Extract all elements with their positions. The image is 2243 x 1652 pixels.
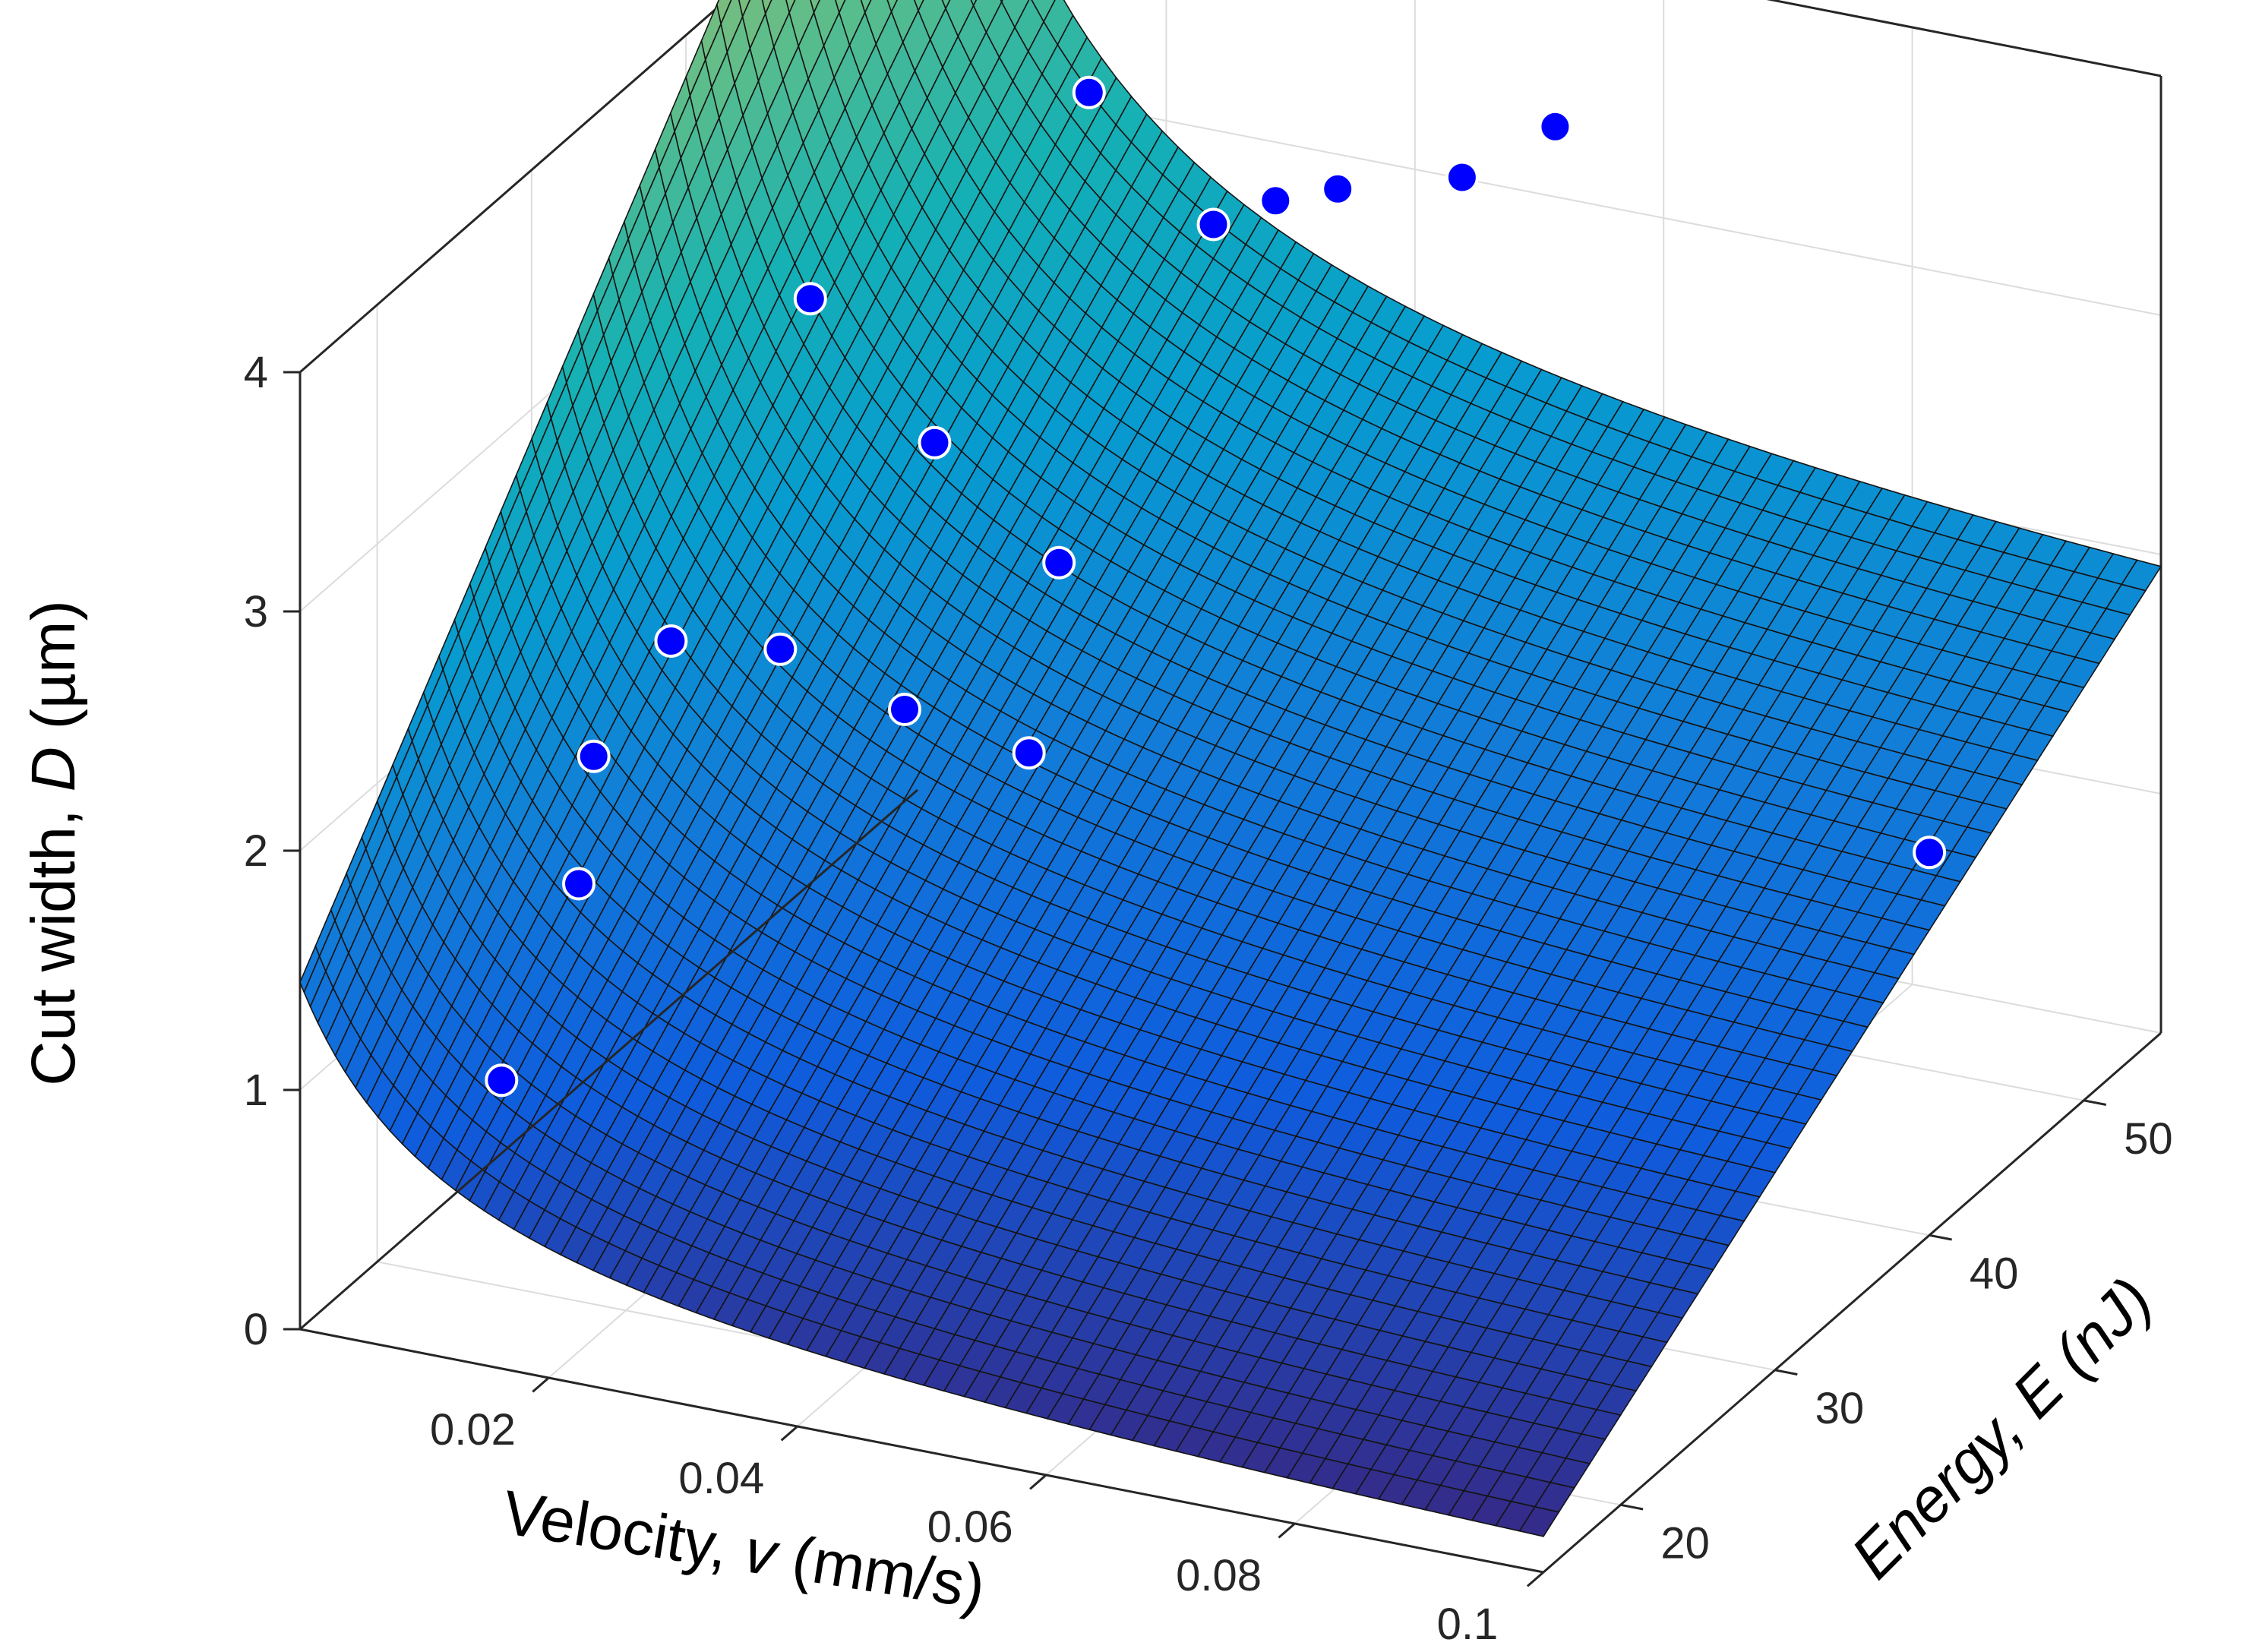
measured-point [1259,184,1293,218]
measured-point [888,693,921,726]
measured-point [1196,207,1230,242]
z-tick-label: 3 [244,587,268,636]
measured-point [793,282,827,316]
x-tick-mark [1278,1522,1296,1539]
y-tick-label: 40 [1970,1249,2019,1298]
x-tick-label: 0.06 [927,1502,1013,1552]
measured-point [1012,736,1046,770]
measured-points [485,75,1947,1098]
y-tick-mark [2083,1099,2107,1106]
measured-point [763,632,798,666]
y-tick-label: 50 [2124,1114,2173,1164]
measured-point [1042,545,1076,580]
box-edge [1543,1031,2162,1574]
z-tick-label: 0 [244,1305,268,1354]
measured-point [1072,75,1106,109]
box-edge [299,788,918,1331]
measured-point [562,867,596,901]
measured-point [1538,109,1572,144]
box-edge [299,1328,1544,1574]
x-tick-mark [1526,1571,1544,1587]
z-tick-label: 1 [244,1066,268,1115]
z-axis-label: Cut width, D (µm) [19,600,88,1086]
measured-point [485,1063,519,1098]
axis-box [299,788,2162,1574]
y-axis-label: Energy, E (nJ) [1838,1265,2166,1592]
measured-point [577,739,611,773]
x-tick-label: 0.08 [1176,1551,1262,1600]
surface-patch [1518,1505,1560,1537]
y-tick-mark [1620,1503,1644,1511]
z-tick-label: 2 [244,826,268,876]
x-tick-label: 0.1 [1437,1600,1499,1649]
y-tick-mark [1929,1233,1952,1241]
z-tick-label: 4 [244,348,268,397]
x-tick-mark [1029,1474,1047,1490]
axis-ticks: 0 1 2 3 4 0.02 0.04 0.06 0.08 0.1 20 30 40 50 [244,348,2173,1649]
box-edge [1766,0,2162,77]
x-tick-label: 0.02 [430,1405,516,1455]
measured-point [1445,160,1479,194]
measured-point [918,425,952,460]
y-tick-label: 30 [1815,1384,1865,1433]
box-edge [299,0,728,374]
surface-patch [941,0,951,11]
fitted-surface [299,0,2162,1537]
x-tick-mark [532,1376,550,1393]
measured-point [654,624,688,658]
x-tick-mark [780,1425,798,1442]
measured-point [1913,835,1947,870]
y-tick-mark [1774,1369,1798,1376]
y-tick-label: 20 [1660,1518,1710,1568]
measured-point [1321,172,1355,206]
x-tick-label: 0.04 [678,1454,764,1503]
